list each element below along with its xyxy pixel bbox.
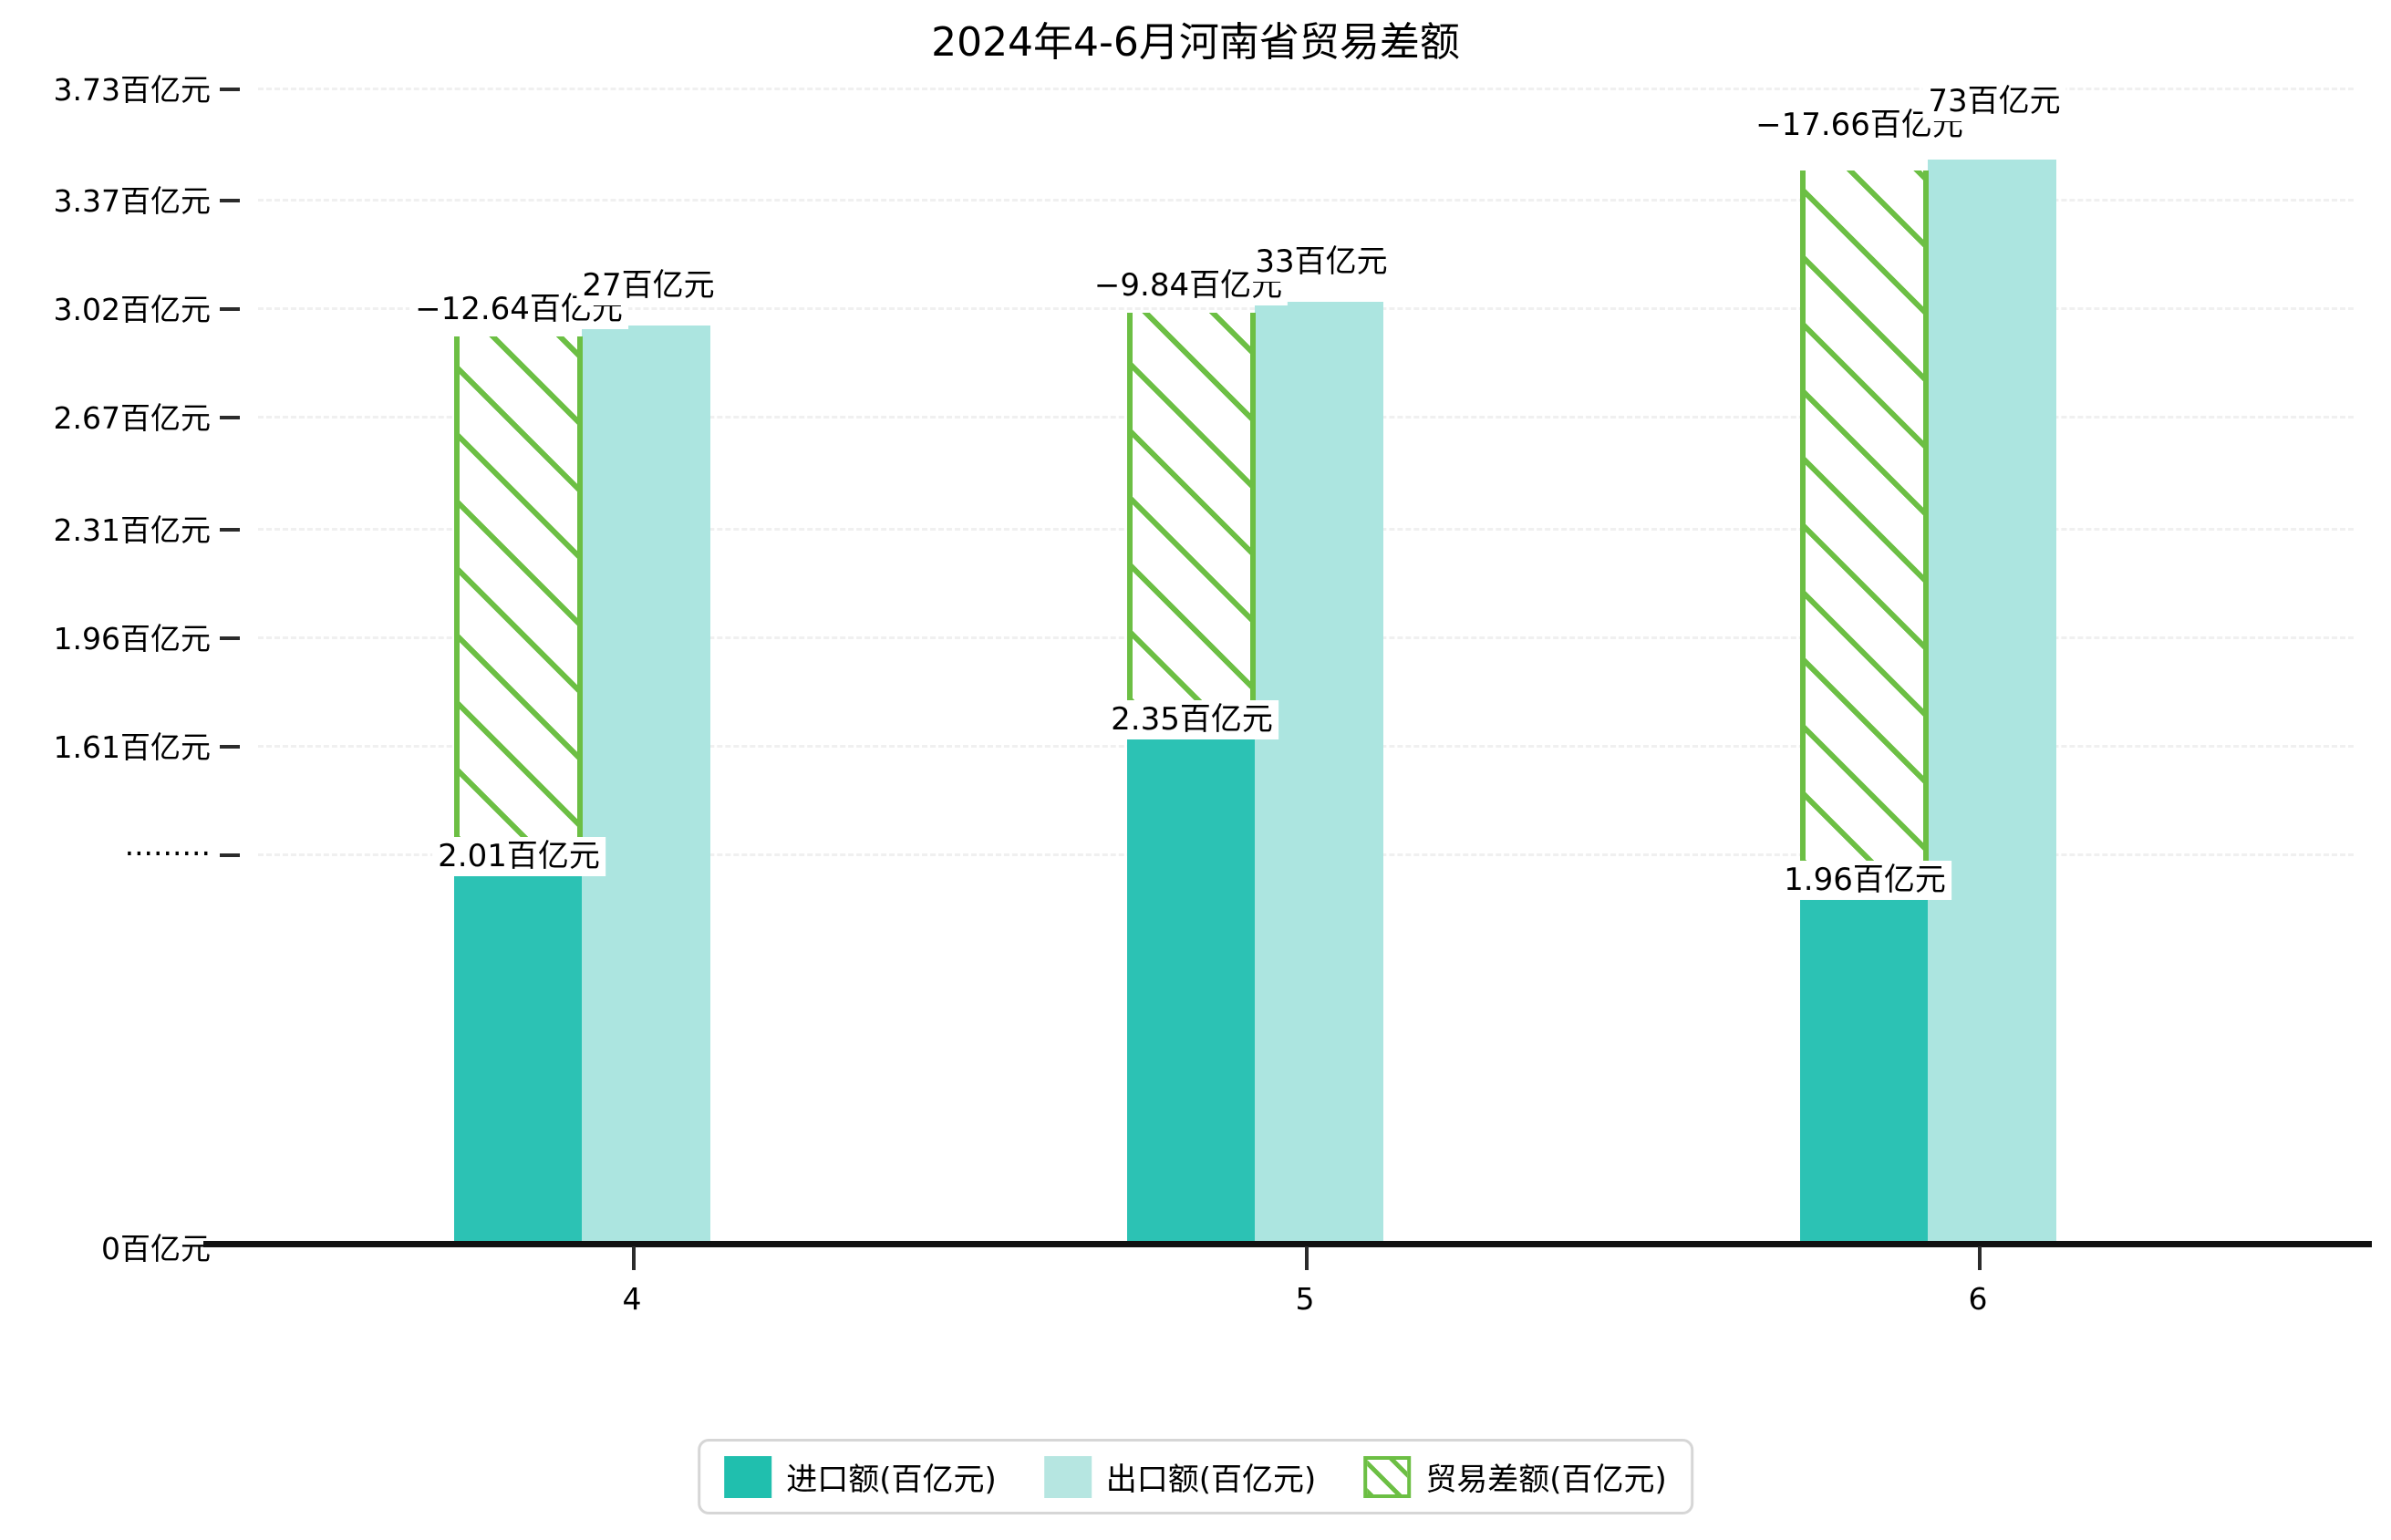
y-axis-label: 3.37百亿元 [53,183,211,219]
gridline [258,88,2354,90]
x-tick-mark [632,1246,636,1270]
bar-diff-5[interactable] [1127,313,1256,706]
y-axis-label: ········· [124,835,211,872]
y-tick-mark [220,88,240,91]
bar-export-5[interactable] [1255,302,1383,1246]
legend-swatch-export-icon [1043,1455,1092,1498]
legend-item-import[interactable]: 进口额(百亿元) [724,1454,997,1499]
bar-diff-6[interactable] [1800,171,1929,867]
value-label-export-4: 27百亿元 [576,266,720,306]
y-axis-label: 1.61百亿元 [53,729,211,765]
legend-swatch-diff-icon [1363,1455,1412,1498]
x-axis-label-5: 5 [1295,1281,1315,1317]
bar-import-4[interactable] [454,843,582,1246]
plot-area: 3.73百亿元 3.37百亿元 3.02百亿元 2.67百亿元 2.31百亿元 … [54,72,2372,1317]
value-label-import-4: 2.01百亿元 [432,837,606,877]
y-tick-mark [220,199,240,202]
x-axis-label-6: 6 [1968,1281,1988,1317]
y-axis-label: 3.73百亿元 [53,72,211,108]
y-axis-label: 2.67百亿元 [53,400,211,436]
value-label-export-6: 73百亿元 [1922,82,2066,122]
x-tick-mark [1305,1246,1309,1270]
x-tick-mark [1978,1246,1982,1270]
bar-export-4[interactable] [582,326,710,1246]
bar-import-6[interactable] [1800,866,1928,1246]
legend-swatch-import-icon [724,1455,772,1498]
x-axis-label-4: 4 [622,1281,642,1317]
chart-legend: 进口额(百亿元) 出口额(百亿元) 贸易差额(百亿元) [698,1439,1693,1514]
gridline [258,199,2354,202]
y-tick-mark [220,745,240,749]
y-tick-mark [220,528,240,532]
legend-label-export: 出口额(百亿元) [1105,1462,1317,1498]
y-tick-mark [220,416,240,419]
chart-title: 2024年4-6月河南省贸易差额 [931,19,1460,66]
value-label-export-5: 33百亿元 [1249,243,1393,283]
x-axis-line [203,1241,2372,1247]
y-axis-label: 0百亿元 [101,1231,211,1266]
legend-label-import: 进口额(百亿元) [786,1462,997,1498]
y-axis-label: 1.96百亿元 [53,621,211,656]
y-tick-mark [220,636,240,640]
bar-export-6[interactable] [1928,160,2056,1246]
bar-import-5[interactable] [1127,706,1255,1246]
y-tick-mark [220,853,240,857]
value-label-import-5: 2.35百亿元 [1105,700,1278,740]
value-label-diff-4: −12.64百亿元 [409,290,628,330]
legend-item-export[interactable]: 出口额(百亿元) [1043,1454,1317,1499]
value-label-import-6: 1.96百亿元 [1778,861,1951,901]
y-axis-label: 3.02百亿元 [53,292,211,327]
legend-label-diff: 贸易差额(百亿元) [1425,1462,1667,1498]
y-tick-mark [220,307,240,311]
y-axis-label: 2.31百亿元 [53,512,211,548]
bar-diff-4[interactable] [454,336,583,843]
legend-item-diff[interactable]: 贸易差额(百亿元) [1363,1454,1667,1499]
